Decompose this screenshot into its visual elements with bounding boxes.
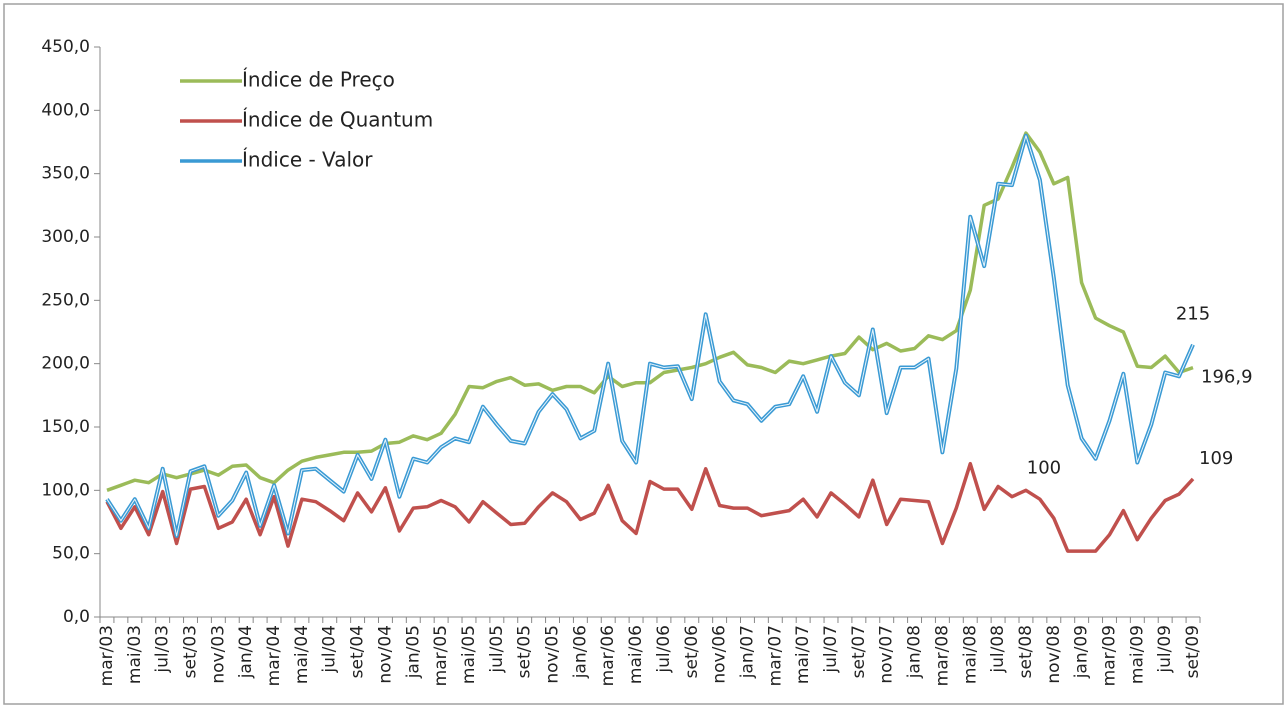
x-tick-label: set/07 <box>849 625 869 678</box>
data-label: 100 <box>1027 457 1061 478</box>
y-tick-label: 250,0 <box>41 290 90 310</box>
x-tick-label: jan/05 <box>403 625 423 679</box>
x-tick-label: mai/07 <box>793 625 813 684</box>
x-tick-label: set/08 <box>1016 625 1036 678</box>
data-label: 109 <box>1199 448 1233 469</box>
x-tick-label: mar/04 <box>264 625 284 686</box>
chart-border <box>3 3 1284 705</box>
x-tick-label: jul/06 <box>654 625 674 674</box>
x-tick-label: nov/08 <box>1044 625 1064 684</box>
y-tick-label: 150,0 <box>41 417 90 437</box>
series-line <box>106 131 1194 492</box>
y-tick-label: 300,0 <box>41 227 90 247</box>
x-tick-label: set/09 <box>1183 625 1203 678</box>
x-tick-label: jul/04 <box>320 625 340 674</box>
series-line <box>105 461 1195 553</box>
x-tick-label: mai/04 <box>292 625 312 684</box>
legend-label: Índice de Quantum <box>242 108 433 132</box>
y-tick-label: 100,0 <box>41 480 90 500</box>
x-tick-label: jan/09 <box>1072 625 1092 679</box>
x-tick-label: mar/06 <box>598 625 618 686</box>
legend-label: Índice - Valor <box>242 148 373 172</box>
x-tick-label: jul/03 <box>153 625 173 674</box>
x-tick-label: jul/05 <box>487 625 507 674</box>
legend-label: Índice de Preço <box>242 68 395 92</box>
y-tick-label: 50,0 <box>52 544 90 564</box>
x-tick-label: nov/05 <box>543 625 563 684</box>
x-tick-label: mai/03 <box>125 625 145 684</box>
x-tick-label: jan/04 <box>236 625 256 679</box>
x-tick-label: set/06 <box>682 625 702 678</box>
x-tick-label: nov/03 <box>208 625 228 684</box>
x-tick-label: mar/08 <box>932 625 952 686</box>
x-tick-label: mai/09 <box>1127 625 1147 684</box>
x-tick-label: nov/04 <box>375 625 395 684</box>
x-tick-label: set/03 <box>181 625 201 678</box>
x-tick-label: mar/05 <box>431 625 451 686</box>
series-line-highlight <box>106 135 1194 537</box>
data-label: 215 <box>1176 304 1210 325</box>
x-tick-label: mai/06 <box>626 625 646 684</box>
x-tick-label: jan/08 <box>905 625 925 679</box>
x-tick-label: set/04 <box>348 625 368 678</box>
y-tick-label: 400,0 <box>41 100 90 120</box>
x-tick-label: mai/05 <box>459 625 479 684</box>
x-tick-label: jul/08 <box>988 625 1008 674</box>
x-tick-label: mai/08 <box>960 625 980 684</box>
x-tick-label: mar/03 <box>97 625 117 686</box>
y-tick-label: 450,0 <box>41 37 90 57</box>
x-tick-label: jan/06 <box>570 625 590 679</box>
x-tick-label: jul/07 <box>821 625 841 674</box>
x-tick-label: jan/07 <box>737 625 757 679</box>
data-label: 196,9 <box>1201 367 1253 388</box>
x-tick-label: set/05 <box>515 625 535 678</box>
x-tick-label: nov/07 <box>877 625 897 684</box>
x-tick-label: mar/07 <box>765 625 785 686</box>
x-tick-label: nov/06 <box>710 625 730 684</box>
y-tick-label: 200,0 <box>41 354 90 374</box>
x-tick-label: jul/09 <box>1155 625 1175 674</box>
y-tick-label: 0,0 <box>63 607 90 627</box>
x-tick-label: mar/09 <box>1099 625 1119 686</box>
y-tick-label: 350,0 <box>41 164 90 184</box>
